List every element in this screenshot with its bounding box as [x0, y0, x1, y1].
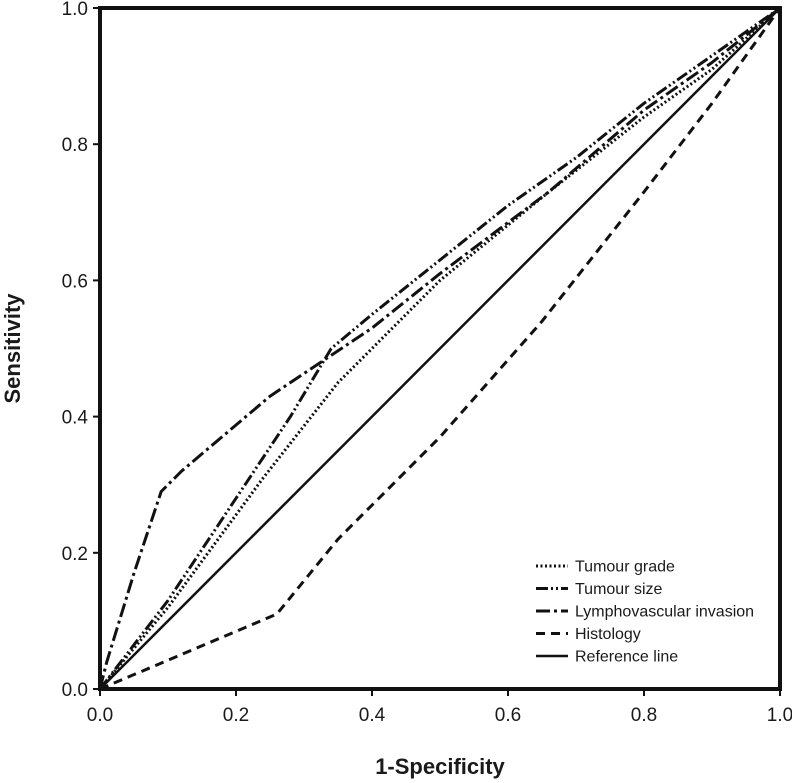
- series-line-4: [99, 7, 782, 691]
- x-axis-title: 1-Specificity: [375, 754, 505, 779]
- series-line-2: [98, 6, 781, 690]
- x-tick-label: 0.6: [495, 705, 521, 726]
- x-tick-label: 0.4: [359, 705, 386, 726]
- series-line-3: [98, 6, 781, 690]
- y-tick-label: 1.0: [62, 0, 88, 20]
- x-tick-label: 0.2: [223, 705, 249, 726]
- legend-label-2: Tumour size: [575, 581, 663, 598]
- series-line-5: [99, 7, 781, 690]
- y-tick-label: 0.2: [62, 544, 88, 565]
- y-tick-label: 0.6: [62, 271, 88, 292]
- legend-label-5: Reference line: [575, 649, 678, 666]
- legend-label-4: Histology: [575, 626, 641, 643]
- y-tick-label: 0.8: [62, 135, 88, 156]
- legend-label-3: Lymphovascular invasion: [575, 604, 754, 621]
- y-tick-label: 0.0: [62, 680, 88, 701]
- legend: Tumour grade Tumour size Lymphovascular in…: [536, 559, 754, 666]
- x-tick-label: 0.8: [631, 705, 657, 726]
- x-tick-label: 0.0: [87, 705, 113, 726]
- y-axis-title: Sensitivity: [0, 293, 25, 404]
- series-lines: [98, 6, 782, 691]
- plot-frame: [98, 6, 782, 691]
- axis-ticks: 0.0 0.2 0.4 0.6 0.8 1.0 0.0 0.2 0.4 0.6 0.8 1.0: [62, 0, 792, 726]
- series-line-1: [98, 6, 782, 690]
- x-tick-label: 1.0: [767, 705, 792, 726]
- legend-label-1: Tumour grade: [575, 559, 675, 576]
- y-tick-label: 0.4: [62, 408, 89, 429]
